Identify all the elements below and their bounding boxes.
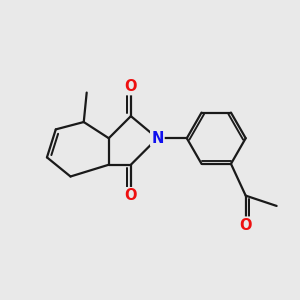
Text: O: O [239,218,252,232]
Text: O: O [124,188,137,203]
Text: O: O [124,79,137,94]
Text: N: N [151,131,164,146]
